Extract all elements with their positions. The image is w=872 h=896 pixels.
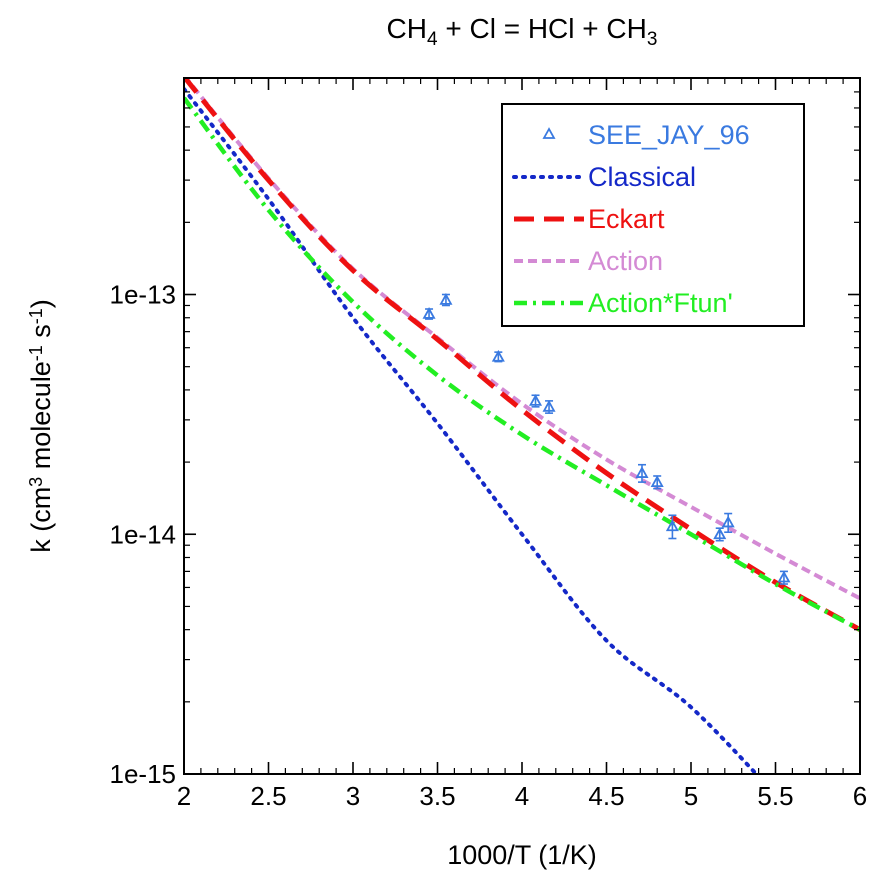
legend-item-action: Action (514, 246, 663, 276)
x-tick-label: 4 (515, 781, 529, 811)
x-axis: 2 2.5 3 3.5 4 4.5 5 5.5 6 (177, 78, 867, 811)
data-point (650, 475, 664, 490)
legend-label: Action (588, 246, 663, 276)
x-tick-label: 6 (853, 781, 867, 811)
legend: SEE_JAY_96 Classical Eckart Action Action*Ft… (501, 103, 805, 327)
y-tick-label: 1e-13 (110, 280, 177, 310)
x-tick-label: 2 (177, 781, 191, 811)
chart-title: CH4 + Cl = HCl + CH3 (387, 13, 658, 50)
legend-marker (542, 127, 556, 139)
data-point (542, 399, 556, 414)
x-tick-label: 2.5 (250, 781, 286, 811)
legend-item-see-jay-96: SEE_JAY_96 (542, 120, 750, 150)
y-axis: 1e-15 1e-14 1e-13 (110, 77, 860, 789)
data-point (491, 349, 505, 363)
x-axis-label: 1000/T (1/K) (447, 840, 597, 870)
data-point (439, 292, 453, 307)
triangle-marker (542, 399, 556, 412)
triangle-marker (721, 515, 735, 528)
data-point (713, 527, 727, 542)
legend-label: Eckart (588, 204, 665, 234)
triangle-marker (650, 475, 664, 488)
triangle-marker (439, 292, 453, 305)
x-tick-label: 5.5 (757, 781, 793, 811)
triangle-marker (422, 307, 436, 319)
legend-label: SEE_JAY_96 (588, 120, 750, 150)
legend-item-action-ftun: Action*Ftun' (514, 288, 733, 318)
y-tick-label: 1e-14 (110, 519, 177, 549)
legend-label: Classical (588, 162, 696, 192)
data-point (635, 463, 649, 483)
data-point (777, 570, 791, 585)
x-tick-label: 5 (684, 781, 698, 811)
data-point (721, 512, 735, 533)
triangle-marker (528, 394, 543, 406)
series-layer (184, 78, 860, 774)
y-tick-label: 1e-15 (110, 759, 177, 789)
data-point (665, 514, 679, 540)
triangle-marker (665, 519, 679, 532)
triangle-marker (713, 527, 727, 540)
series-line-classical (184, 87, 759, 774)
triangle-marker (491, 349, 505, 362)
legend-label: Action*Ftun' (588, 288, 733, 318)
data-point (422, 307, 436, 320)
series-line-action-ftun (184, 96, 860, 632)
legend-item-eckart: Eckart (514, 204, 665, 234)
legend-box (501, 103, 805, 327)
y-axis-label: k (cm3 molecule-1 s-1) (26, 299, 56, 553)
data-point (528, 394, 543, 408)
x-tick-label: 3.5 (419, 781, 455, 811)
x-tick-label: 4.5 (588, 781, 624, 811)
triangle-marker (635, 466, 649, 478)
legend-item-classical: Classical (512, 162, 696, 192)
x-tick-label: 3 (346, 781, 360, 811)
triangle-marker (777, 570, 791, 583)
series-line-eckart (184, 78, 860, 632)
